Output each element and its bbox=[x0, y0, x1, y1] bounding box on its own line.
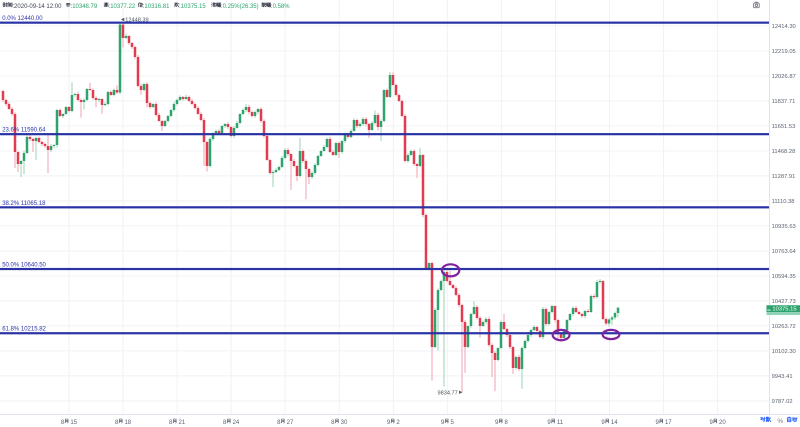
svg-text:21: 21 bbox=[179, 420, 186, 426]
svg-text:61.8% 10215.82: 61.8% 10215.82 bbox=[2, 327, 46, 333]
svg-text:9: 9 bbox=[709, 420, 713, 426]
svg-text:9: 9 bbox=[655, 420, 659, 426]
svg-text:10263.72: 10263.72 bbox=[772, 324, 796, 330]
svg-text:11: 11 bbox=[557, 420, 564, 426]
svg-text:10316.81: 10316.81 bbox=[144, 4, 170, 10]
svg-text:11837.71: 11837.71 bbox=[772, 99, 796, 105]
svg-text:10102.30: 10102.30 bbox=[772, 349, 796, 355]
svg-text:11110.38: 11110.38 bbox=[772, 199, 795, 205]
svg-text:9: 9 bbox=[495, 420, 499, 426]
svg-text:0.58%: 0.58% bbox=[273, 4, 291, 10]
svg-text:12448.39: 12448.39 bbox=[125, 17, 148, 23]
svg-text:9: 9 bbox=[547, 420, 551, 426]
svg-text:10594.35: 10594.35 bbox=[772, 274, 796, 280]
svg-text:8: 8 bbox=[115, 420, 119, 426]
svg-text:8: 8 bbox=[331, 420, 335, 426]
svg-text:9: 9 bbox=[387, 420, 391, 426]
svg-text:8: 8 bbox=[277, 420, 281, 426]
svg-text::: : bbox=[221, 4, 223, 10]
svg-text::: : bbox=[271, 4, 273, 10]
svg-text:10427.73: 10427.73 bbox=[772, 299, 796, 305]
svg-text:9: 9 bbox=[601, 420, 605, 426]
svg-text:10375.15: 10375.15 bbox=[772, 307, 796, 313]
svg-text:11287.91: 11287.91 bbox=[772, 174, 796, 180]
svg-text:12414.30: 12414.30 bbox=[772, 24, 796, 30]
svg-text:38.2% 11065.18: 38.2% 11065.18 bbox=[2, 201, 46, 207]
svg-text:8: 8 bbox=[223, 420, 227, 426]
svg-text:18: 18 bbox=[124, 420, 131, 426]
svg-text:10348.79: 10348.79 bbox=[72, 4, 98, 10]
svg-text:23.6% 11590.64: 23.6% 11590.64 bbox=[2, 128, 46, 134]
svg-text:10935.63: 10935.63 bbox=[772, 224, 796, 230]
svg-text:14: 14 bbox=[611, 420, 618, 426]
svg-text:10377.22: 10377.22 bbox=[110, 4, 136, 10]
svg-text:0.25%(26.35): 0.25%(26.35) bbox=[223, 4, 259, 10]
svg-text:5: 5 bbox=[450, 420, 454, 426]
svg-text:24: 24 bbox=[233, 420, 240, 426]
svg-text::: : bbox=[109, 4, 111, 10]
svg-text:9787.02: 9787.02 bbox=[772, 399, 793, 405]
svg-text:8: 8 bbox=[169, 420, 173, 426]
svg-text:2: 2 bbox=[396, 420, 400, 426]
svg-text:12026.87: 12026.87 bbox=[772, 74, 796, 80]
svg-text:27: 27 bbox=[287, 420, 294, 426]
svg-text:10763.64: 10763.64 bbox=[772, 249, 797, 255]
svg-text:9834.77: 9834.77 bbox=[438, 391, 458, 397]
svg-text:20: 20 bbox=[719, 420, 726, 426]
svg-text:8: 8 bbox=[505, 420, 509, 426]
svg-text::: : bbox=[179, 4, 181, 10]
svg-text::: : bbox=[71, 4, 73, 10]
svg-text:50.0% 10640.50: 50.0% 10640.50 bbox=[2, 263, 46, 269]
svg-text:%: % bbox=[777, 418, 783, 425]
svg-text:17: 17 bbox=[665, 420, 672, 426]
svg-text::2020-09-14 12:00: :2020-09-14 12:00 bbox=[12, 4, 62, 10]
svg-text:0.0% 12440.00: 0.0% 12440.00 bbox=[2, 16, 43, 22]
svg-text:30: 30 bbox=[341, 420, 348, 426]
svg-text:9943.41: 9943.41 bbox=[772, 374, 793, 380]
svg-text:12219.05: 12219.05 bbox=[772, 49, 796, 55]
svg-text::: : bbox=[143, 4, 145, 10]
svg-text:11468.28: 11468.28 bbox=[772, 149, 796, 155]
svg-text:8: 8 bbox=[61, 420, 65, 426]
svg-text:10375.15: 10375.15 bbox=[181, 4, 207, 10]
svg-text:9: 9 bbox=[441, 420, 445, 426]
svg-text:11651.53: 11651.53 bbox=[772, 124, 796, 130]
svg-text:15: 15 bbox=[70, 420, 77, 426]
